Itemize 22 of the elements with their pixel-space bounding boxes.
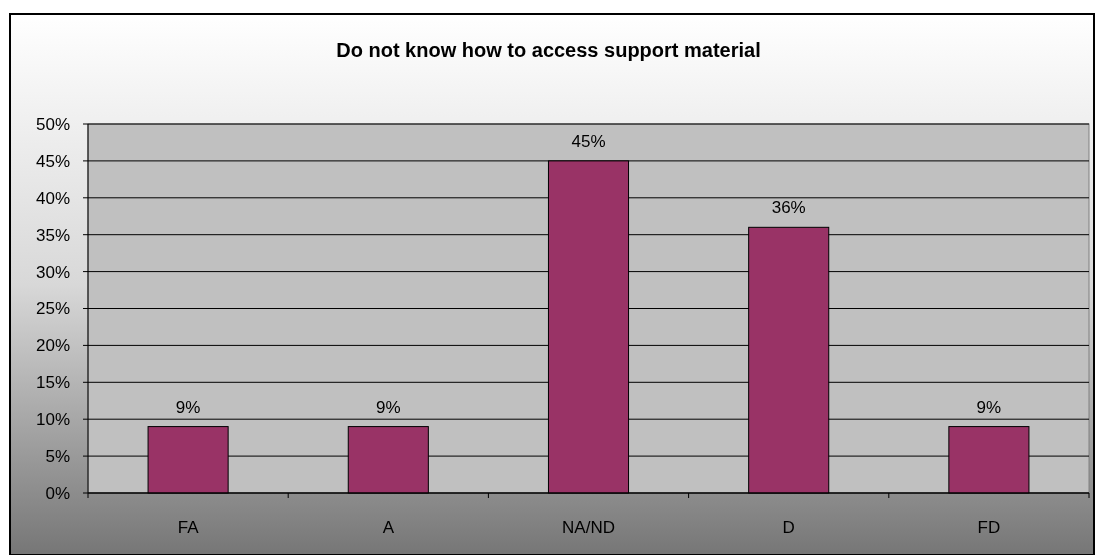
data-label: 9% [376, 397, 401, 417]
y-tick-label: 40% [35, 188, 70, 208]
y-tick-label: 25% [35, 299, 70, 319]
x-tick-label: A [382, 518, 395, 537]
y-tick-label: 15% [35, 373, 70, 393]
data-label: 36% [771, 198, 806, 218]
data-label: 9% [175, 397, 201, 417]
y-tick-label: 5% [45, 447, 70, 467]
y-tick-label: 45% [35, 151, 70, 171]
data-label: 9% [976, 397, 1002, 417]
chart-title: Do not know how to access support material [336, 39, 761, 61]
x-tick-label: D [782, 518, 795, 537]
y-tick-label: 50% [35, 114, 70, 134]
data-label: 45% [571, 131, 606, 151]
x-tick-label: NA/ND [562, 518, 615, 537]
x-tick-label: FA [177, 518, 200, 537]
y-tick-label: 30% [35, 262, 70, 282]
x-tick-label: FD [977, 518, 1001, 537]
y-tick-label: 20% [35, 336, 70, 356]
y-tick-label: 10% [35, 410, 70, 430]
y-tick-label: 0% [45, 483, 70, 503]
y-tick-label: 35% [35, 225, 70, 245]
